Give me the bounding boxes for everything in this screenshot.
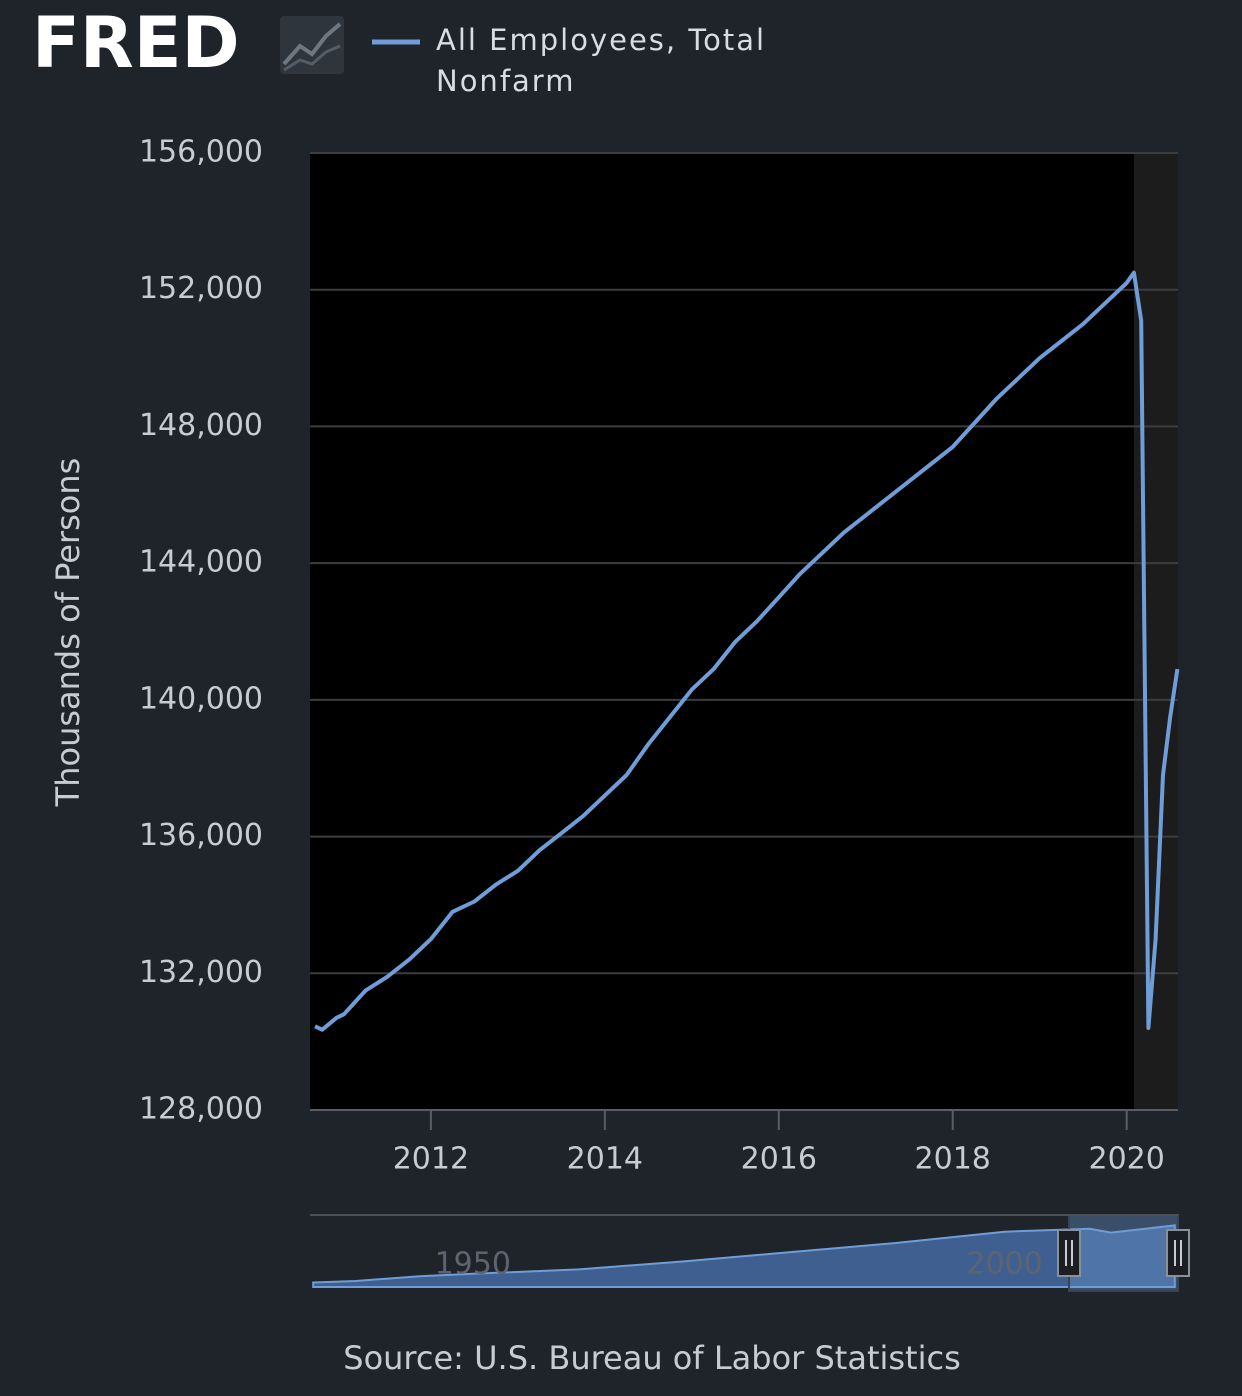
- y-tick-label: 148,000: [139, 408, 263, 443]
- y-tick-label: 140,000: [139, 681, 263, 716]
- x-tick-label: 2020: [1089, 1142, 1165, 1177]
- y-tick-label: 156,000: [139, 135, 263, 170]
- navigator-selection: [1068, 1214, 1179, 1292]
- x-tick-label: 2016: [741, 1142, 817, 1177]
- recession-shade: [1133, 153, 1178, 1110]
- y-tick-label: 128,000: [139, 1092, 263, 1127]
- y-axis-label: Thousands of Persons: [49, 458, 87, 808]
- logo-icon-line: [282, 22, 342, 66]
- y-tick-label: 144,000: [139, 545, 263, 580]
- legend-label: All Employees, Total Nonfarm: [436, 23, 766, 98]
- y-tick-label: 152,000: [139, 271, 263, 306]
- navigator-handle: [1057, 1229, 1081, 1277]
- navigator-tick-label: 1950: [435, 1247, 511, 1282]
- x-tick-label: 2012: [393, 1142, 469, 1177]
- y-tick-label: 136,000: [139, 818, 263, 853]
- source: Source: U.S. Bureau of Labor Statistics: [343, 1339, 961, 1377]
- navigator-tick-label: 2000: [966, 1247, 1042, 1282]
- logo-icon-line: [283, 44, 341, 72]
- navigator-handle: [1166, 1229, 1190, 1277]
- x-tick-label: 2014: [567, 1142, 643, 1177]
- y-tick-label: 132,000: [139, 955, 263, 990]
- logo: FRED: [32, 2, 240, 84]
- x-tick-label: 2018: [915, 1142, 991, 1177]
- data-line: [314, 270, 1180, 1032]
- logo-icon: [280, 16, 344, 74]
